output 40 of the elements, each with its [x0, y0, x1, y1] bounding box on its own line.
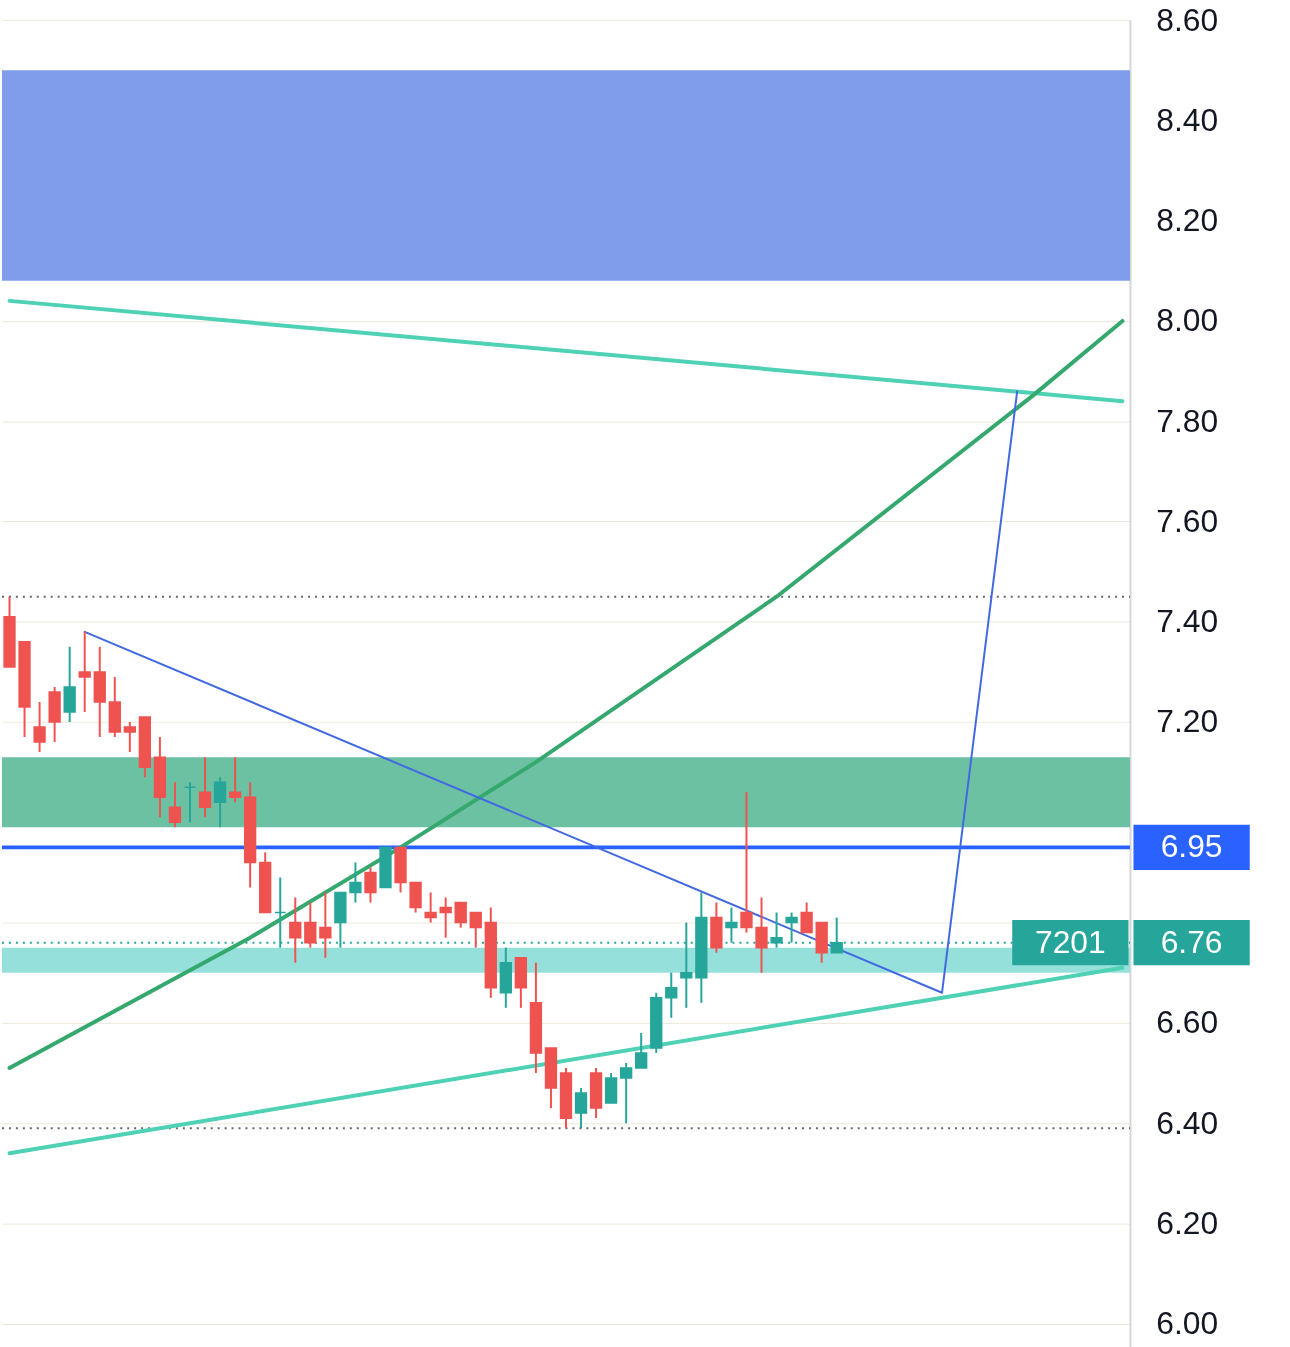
candlestick	[755, 896, 768, 974]
candlestick	[319, 891, 332, 959]
candlestick	[78, 630, 91, 714]
candlestick	[439, 896, 452, 939]
y-tick-label: 8.20	[1156, 202, 1219, 239]
candlestick	[800, 901, 813, 934]
y-tick-label: 6.40	[1156, 1104, 1219, 1141]
y-tick-label: 8.00	[1156, 302, 1219, 339]
candlestick	[454, 901, 467, 929]
y-tick-label: 8.40	[1156, 101, 1219, 138]
candlestick	[289, 896, 302, 964]
candlestick	[665, 971, 678, 1019]
candlestick	[168, 781, 182, 829]
y-tick-label: 7.20	[1156, 703, 1219, 740]
annotation: 7201	[1034, 923, 1106, 960]
candlestick	[213, 776, 227, 829]
y-tick-label: 7.40	[1156, 603, 1219, 640]
line-series	[7, 318, 1125, 1070]
candlestick	[574, 1087, 588, 1130]
candlestick	[424, 891, 437, 924]
y-tick-label: 7.60	[1156, 502, 1219, 539]
candlestick	[349, 861, 362, 904]
candlestick	[123, 721, 136, 754]
candlestick	[33, 700, 46, 754]
y-tick-label: 6.60	[1156, 1004, 1219, 1041]
y-tick-label: 6.00	[1156, 1305, 1219, 1342]
y-tick-label: 7.80	[1156, 402, 1219, 439]
candlestick	[183, 781, 197, 824]
candlestick	[619, 1061, 633, 1125]
candlestick	[740, 791, 753, 934]
candlestick	[364, 866, 377, 904]
ref-line-label: 6.76	[1160, 923, 1223, 960]
candlestick	[228, 756, 242, 804]
candlestick	[304, 901, 317, 949]
candlestick	[198, 756, 212, 819]
candlestick	[635, 1031, 648, 1069]
ref-line-label: 6.95	[1160, 828, 1223, 865]
y-tick-label: 8.60	[1156, 1, 1219, 38]
y-tick-label: 6.20	[1156, 1204, 1219, 1241]
candlestick	[469, 911, 482, 949]
